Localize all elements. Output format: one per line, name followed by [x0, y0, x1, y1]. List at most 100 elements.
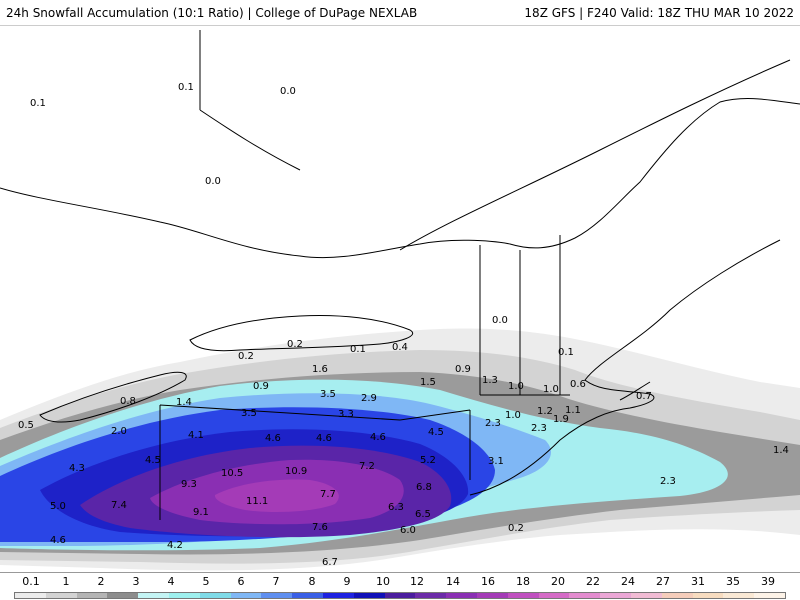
snowfall-label: 4.6	[265, 433, 281, 444]
legend-swatch	[754, 593, 785, 598]
snowfall-label: 0.7	[636, 391, 652, 402]
legend-swatch	[723, 593, 755, 598]
snowfall-label: 0.0	[280, 86, 296, 97]
snowfall-label: 1.3	[482, 375, 498, 386]
snowfall-label: 0.8	[120, 396, 136, 407]
snowfall-map: 0.1 0.1 0.0 0.0 0.2 0.2 0.1 0.4 0.0 0.1 …	[0, 26, 800, 572]
snowfall-label: 0.2	[508, 523, 524, 534]
legend-tick: 39	[761, 575, 775, 588]
legend-swatch	[692, 593, 724, 598]
snowfall-label: 6.5	[415, 509, 431, 520]
legend-swatch	[261, 593, 293, 598]
snowfall-label: 1.1	[565, 405, 581, 416]
legend-tick: 3	[132, 575, 140, 588]
legend-swatch	[76, 593, 108, 598]
snowfall-label: 10.9	[285, 466, 307, 477]
legend-tick: 5	[202, 575, 210, 588]
legend-tick: 2	[97, 575, 105, 588]
legend-swatch	[230, 593, 262, 598]
snowfall-label: 2.3	[485, 418, 501, 429]
snowfall-label: 9.3	[181, 479, 197, 490]
snowfall-label: 7.2	[359, 461, 375, 472]
legend-tick: 7	[272, 575, 280, 588]
snowfall-label: 4.2	[167, 540, 183, 551]
snowfall-label: 2.3	[660, 476, 676, 487]
legend-swatch	[45, 593, 77, 598]
snowfall-label: 4.1	[188, 430, 204, 441]
snowfall-label: 6.0	[400, 525, 416, 536]
snowfall-label: 1.4	[773, 445, 789, 456]
lake-ontario-shore	[189, 315, 413, 352]
snowfall-label: 6.8	[416, 482, 432, 493]
snowfall-label: 0.2	[238, 351, 254, 362]
legend-swatch	[292, 593, 323, 598]
legend-tick: 16	[481, 575, 495, 588]
legend-tick: 20	[551, 575, 565, 588]
legend-tick: 18	[516, 575, 530, 588]
legend-tick: 27	[656, 575, 670, 588]
snowfall-label: 0.1	[558, 347, 574, 358]
snowfall-label: 4.5	[428, 427, 444, 438]
legend-tick: 4	[167, 575, 175, 588]
legend-swatch	[138, 593, 169, 598]
snowfall-label: 1.5	[420, 377, 436, 388]
snowfall-label: 4.6	[316, 433, 332, 444]
legend-swatch	[507, 593, 539, 598]
snowfall-label: 3.3	[338, 409, 354, 420]
snowfall-label: 0.2	[287, 339, 303, 350]
map-title: 24h Snowfall Accumulation (10:1 Ratio) |…	[6, 6, 418, 20]
legend-tick: 24	[621, 575, 635, 588]
snowfall-label: 0.1	[30, 98, 46, 109]
legend-swatch	[446, 593, 477, 598]
snowfall-label: 0.6	[570, 379, 586, 390]
legend-tick: 1	[62, 575, 70, 588]
legend-tick: 10	[376, 575, 390, 588]
snowfall-label: 4.6	[370, 432, 386, 443]
legend-tick: 31	[691, 575, 705, 588]
snowfall-label: 1.0	[508, 381, 524, 392]
snowfall-label: 4.3	[69, 463, 85, 474]
snowfall-labels: 0.1 0.1 0.0 0.0 0.2 0.2 0.1 0.4 0.0 0.1 …	[18, 82, 789, 568]
snowfall-shading	[0, 328, 800, 571]
legend-swatch	[569, 593, 601, 598]
lake-erie-shore	[39, 371, 187, 423]
snowfall-label: 7.7	[320, 489, 336, 500]
snowfall-label: 5.2	[420, 455, 436, 466]
snowfall-label: 0.9	[455, 364, 471, 375]
legend-swatch	[476, 593, 508, 598]
snowfall-label: 6.3	[388, 502, 404, 513]
legend-tick: 0.1	[22, 575, 40, 588]
snowfall-label: 3.5	[241, 408, 257, 419]
legend-swatch	[600, 593, 631, 598]
legend-swatch	[322, 593, 354, 598]
legend-swatch	[630, 593, 662, 598]
snowfall-label: 0.1	[178, 82, 194, 93]
map-canvas: 0.1 0.1 0.0 0.0 0.2 0.2 0.1 0.4 0.0 0.1 …	[0, 26, 800, 572]
cape-cod	[619, 381, 651, 401]
st-lawrence-river	[399, 59, 791, 251]
snowfall-label: 2.3	[531, 423, 547, 434]
snowfall-label: 7.4	[111, 500, 127, 511]
snowfall-label: 0.0	[205, 176, 221, 187]
snowfall-label: 1.4	[176, 397, 192, 408]
snowfall-label: 5.0	[50, 501, 66, 512]
snowfall-label: 0.9	[253, 381, 269, 392]
snowfall-label: 10.5	[221, 468, 243, 479]
snowfall-label: 1.0	[505, 410, 521, 421]
legend-swatch	[199, 593, 231, 598]
legend-color-bar	[14, 592, 786, 599]
atlantic-coastline	[469, 239, 781, 496]
legend-tick: 14	[446, 575, 460, 588]
legend-tick: 6	[237, 575, 245, 588]
legend-swatch	[661, 593, 693, 598]
canada-us-border	[0, 98, 800, 259]
legend-tick: 9	[343, 575, 351, 588]
legend-swatch	[168, 593, 200, 598]
snowfall-label: 0.1	[350, 344, 366, 355]
band-pink	[214, 479, 339, 512]
model-run-info: 18Z GFS | F240 Valid: 18Z THU MAR 10 202…	[524, 6, 794, 20]
snowfall-label: 0.5	[18, 420, 34, 431]
legend-swatch	[107, 593, 139, 598]
map-header: 24h Snowfall Accumulation (10:1 Ratio) |…	[0, 0, 800, 26]
snowfall-label: 0.0	[492, 315, 508, 326]
